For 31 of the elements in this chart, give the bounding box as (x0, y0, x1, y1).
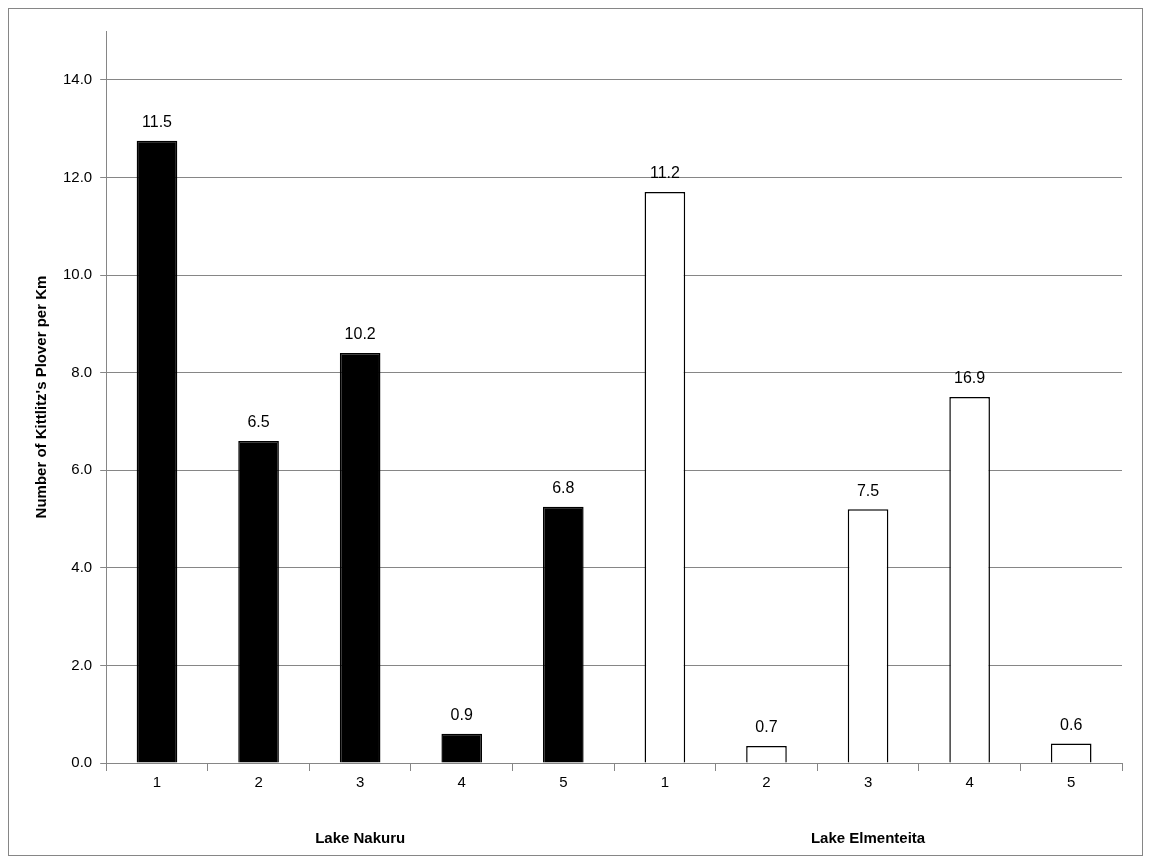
y-tick-label: 14.0 (62, 69, 93, 87)
x-tick-label: 1 (660, 773, 670, 791)
annotation: 10.2 (344, 325, 376, 343)
annotation: 7.5 (856, 481, 880, 499)
x-tick-label: 2 (254, 773, 263, 791)
text: Lake Nakuru (315, 829, 406, 847)
x-tick-label: 5 (559, 773, 568, 791)
y-tick-label: 4.0 (71, 557, 93, 575)
annotation: 6.8 (552, 479, 575, 497)
y-axis-title: Number of Kittlitz's Plover per Km (32, 275, 50, 519)
x-tick-label: 1 (152, 773, 162, 791)
x-tick-label: 4 (965, 773, 974, 791)
y-tick-label: 12.0 (62, 167, 93, 185)
annotation: 16.9 (954, 369, 986, 387)
x-tick-label: 4 (457, 773, 466, 791)
annotation: 0.7 (755, 718, 778, 736)
annotation: 0.9 (450, 706, 473, 724)
x-tick-label: 3 (355, 773, 365, 791)
annotation: 6.5 (247, 413, 270, 431)
y-tick-label: 10.0 (62, 265, 93, 283)
annotation: 11.5 (142, 113, 173, 131)
y-tick-label: 2.0 (71, 655, 93, 673)
y-tick-label: 6.0 (71, 460, 93, 478)
annotation: 11.2 (649, 164, 680, 182)
y-tick-label: 8.0 (71, 362, 93, 380)
text: Lake Elmenteita (810, 829, 926, 847)
y-tick-label: 0.0 (71, 753, 93, 771)
x-tick-label: 3 (863, 773, 873, 791)
annotation: 0.6 (1060, 715, 1083, 733)
x-tick-label: 5 (1067, 773, 1076, 791)
x-tick-label: 2 (762, 773, 771, 791)
